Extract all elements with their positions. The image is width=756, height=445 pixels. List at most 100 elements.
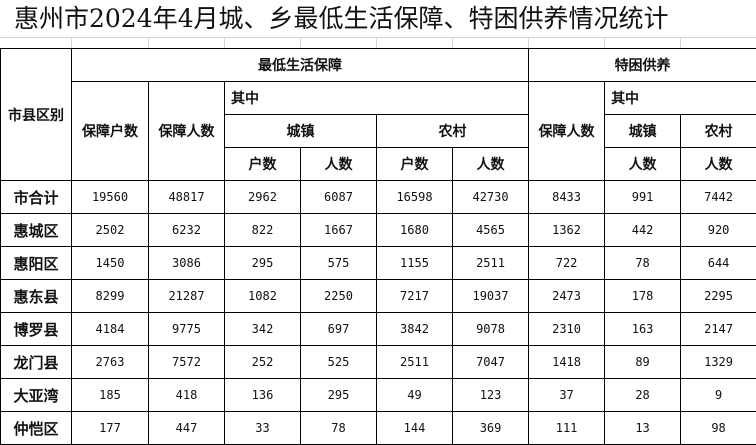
table-cell: 21287 [148, 279, 225, 313]
table-cell: 48817 [148, 180, 225, 214]
table-cell: 16598 [376, 180, 453, 214]
header-tekun-rural: 农村 [680, 114, 756, 148]
table-row: 惠东县 8299 21287 1082 2250 7217 19037 2473 178 2295 [0, 279, 756, 313]
table-cell: 49 [376, 378, 453, 412]
table-cell: 418 [148, 378, 225, 412]
header-dibao-households: 保障户数 [71, 81, 149, 181]
table-cell: 3086 [148, 246, 225, 280]
table-cell: 136 [224, 378, 301, 412]
table-row: 惠阳区 1450 3086 295 575 1155 2511 722 78 644 [0, 246, 756, 280]
header-dibao-among: 其中 [223, 81, 530, 115]
table-cell: 2473 [528, 279, 606, 313]
table-cell: 252 [224, 345, 301, 379]
table-cell: 19037 [451, 279, 530, 313]
table-row: 仲恺区 177 447 33 78 144 369 111 13 98 [0, 411, 756, 445]
region-name: 市合计 [0, 180, 72, 214]
table-cell: 1450 [71, 246, 149, 280]
table-row: 惠城区 2502 6232 822 1667 1680 4565 1362 442 920 [0, 213, 756, 247]
table-cell: 8433 [528, 180, 606, 214]
table-cell: 163 [604, 312, 682, 346]
table-cell: 7047 [451, 345, 530, 379]
region-name: 博罗县 [0, 312, 72, 346]
table-cell: 295 [224, 246, 301, 280]
statistics-table: 市县区别 最低生活保障 特困供养 保障户数 保障人数 其中 保障人数 其中 城镇… [0, 48, 756, 445]
table-cell: 1667 [300, 213, 377, 247]
table-cell: 1362 [528, 213, 606, 247]
table-cell: 1680 [376, 213, 453, 247]
region-name: 惠阳区 [0, 246, 72, 280]
table-cell: 178 [604, 279, 682, 313]
table-cell: 2502 [71, 213, 149, 247]
table-cell: 111 [528, 411, 606, 445]
table-cell: 1418 [528, 345, 606, 379]
table-cell: 369 [451, 411, 530, 445]
table-cell: 144 [376, 411, 453, 445]
header-tekun-among: 其中 [604, 81, 756, 115]
table-cell: 697 [300, 312, 377, 346]
table-cell: 575 [300, 246, 377, 280]
table-cell: 6087 [300, 180, 377, 214]
table-cell: 2295 [680, 279, 756, 313]
table-cell: 78 [300, 411, 377, 445]
header-region: 市县区别 [0, 48, 72, 181]
region-name: 仲恺区 [0, 411, 72, 445]
table-cell: 2763 [71, 345, 149, 379]
table-cell: 442 [604, 213, 682, 247]
table-cell: 6232 [148, 213, 225, 247]
header-tekun-urban: 城镇 [604, 114, 682, 148]
table-cell: 342 [224, 312, 301, 346]
table-cell: 2962 [224, 180, 301, 214]
table-cell: 1082 [224, 279, 301, 313]
table-cell: 4184 [71, 312, 149, 346]
table-cell: 1155 [376, 246, 453, 280]
table-cell: 28 [604, 378, 682, 412]
table-cell: 9 [680, 378, 756, 412]
table-cell: 13 [604, 411, 682, 445]
header-dibao-rural: 农村 [375, 114, 530, 148]
header-dibao-urban: 城镇 [224, 114, 377, 148]
table-cell: 8299 [71, 279, 149, 313]
table-cell: 3842 [376, 312, 453, 346]
table-row: 大亚湾 185 418 136 295 49 123 37 28 9 [0, 378, 756, 412]
table-cell: 9775 [148, 312, 225, 346]
page-title: 惠州市2024年4月城、乡最低生活保障、特困供养情况统计 [0, 0, 756, 38]
table-cell: 42730 [451, 180, 530, 214]
table-cell: 7442 [680, 180, 756, 214]
header-dibao-persons: 保障人数 [148, 81, 225, 181]
table-cell: 2147 [680, 312, 756, 346]
region-name: 大亚湾 [0, 378, 72, 412]
table-cell: 822 [224, 213, 301, 247]
table-cell: 7572 [148, 345, 225, 379]
table-cell: 177 [71, 411, 149, 445]
table-row: 博罗县 4184 9775 342 697 3842 9078 2310 163 2147 [0, 312, 756, 346]
table-cell: 525 [300, 345, 377, 379]
header-tekun-urban-persons: 人数 [604, 147, 682, 181]
table-cell: 89 [604, 345, 682, 379]
table-cell: 2310 [528, 312, 606, 346]
table-cell: 991 [604, 180, 682, 214]
table-cell: 7217 [376, 279, 453, 313]
header-tekun-rural-persons: 人数 [680, 147, 756, 181]
table-cell: 33 [224, 411, 301, 445]
table-cell: 722 [528, 246, 606, 280]
table-cell: 920 [680, 213, 756, 247]
table-cell: 295 [300, 378, 377, 412]
table-cell: 644 [680, 246, 756, 280]
header-urban-households: 户数 [224, 147, 301, 181]
header-tekun-persons: 保障人数 [528, 81, 606, 181]
table-cell: 2511 [376, 345, 453, 379]
header-dibao: 最低生活保障 [70, 48, 530, 82]
table-cell: 98 [680, 411, 756, 445]
table-cell: 78 [604, 246, 682, 280]
table-cell: 9078 [451, 312, 530, 346]
table-cell: 19560 [71, 180, 149, 214]
region-name: 惠东县 [0, 279, 72, 313]
region-name: 龙门县 [0, 345, 72, 379]
table-cell: 4565 [451, 213, 530, 247]
table-cell: 447 [148, 411, 225, 445]
table-cell: 123 [451, 378, 530, 412]
header-rural-persons: 人数 [451, 147, 530, 181]
table-row: 市合计 19560 48817 2962 6087 16598 42730 8433 991 74… [0, 180, 756, 214]
table-cell: 2250 [300, 279, 377, 313]
table-cell: 185 [71, 378, 149, 412]
